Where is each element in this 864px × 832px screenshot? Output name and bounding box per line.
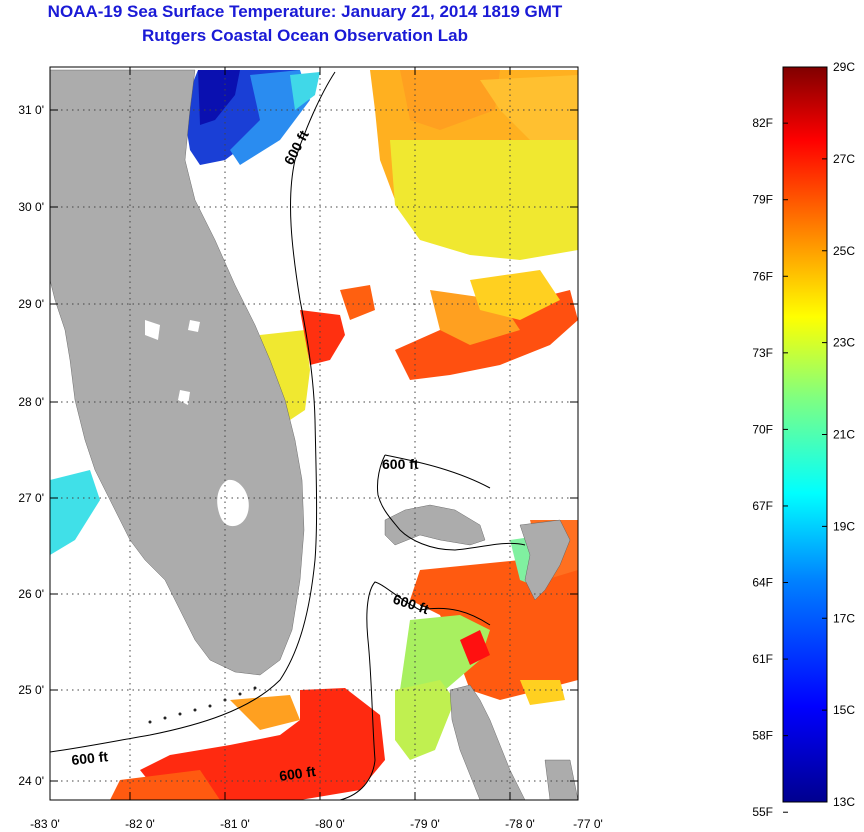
latitude-labels: 31 0' 30 0' 29 0' 28 0' 27 0' 26 0' 25 0' 24 0' — [18, 103, 44, 788]
land — [50, 69, 578, 800]
colorbar-celsius-label: 19C — [833, 519, 855, 533]
contour-label-2: 600 ft — [382, 456, 419, 472]
lon-tick-label: -83 0' — [30, 817, 60, 831]
colorbar-celsius-label: 23C — [833, 336, 855, 350]
contour-label-4: 600 ft — [71, 748, 109, 768]
lat-tick-label: 28 0' — [18, 395, 44, 409]
colorbar-fahrenheit-label: 76F — [752, 269, 773, 283]
colorbar-celsius-label: 27C — [833, 152, 855, 166]
lat-tick-label: 30 0' — [18, 200, 44, 214]
colorbar-fahrenheit-label: 67F — [752, 499, 773, 513]
isobath-contours — [50, 71, 526, 800]
colorbar — [782, 66, 828, 803]
lat-tick-label: 29 0' — [18, 297, 44, 311]
colorbar-fahrenheit-label: 61F — [752, 652, 773, 666]
colorbar-celsius-label: 17C — [833, 611, 855, 625]
axis-ticks — [50, 67, 579, 800]
colorbar-celsius-labels: 29C 27C 25C 23C 21C 19C 17C 15C 13C — [833, 60, 855, 809]
inland-water — [145, 320, 249, 527]
lat-tick-label: 26 0' — [18, 587, 44, 601]
graticule — [50, 67, 578, 800]
lon-tick-label: -78 0' — [505, 817, 535, 831]
colorbar-fahrenheit-label: 55F — [752, 805, 773, 819]
lat-tick-label: 25 0' — [18, 683, 44, 697]
florida-keys — [148, 686, 257, 724]
colorbar-celsius-label: 29C — [833, 60, 855, 74]
colorbar-ticks — [783, 66, 827, 813]
colorbar-celsius-label: 13C — [833, 795, 855, 809]
lon-tick-label: -80 0' — [315, 817, 345, 831]
lon-tick-label: -77 0' — [573, 817, 603, 831]
colorbar-fahrenheit-label: 58F — [752, 729, 773, 743]
lat-tick-label: 31 0' — [18, 103, 44, 117]
lon-tick-label: -79 0' — [410, 817, 440, 831]
sst-patches — [50, 70, 578, 800]
map-frame — [49, 66, 579, 801]
colorbar-fahrenheit-label: 73F — [752, 346, 773, 360]
colorbar-celsius-label: 21C — [833, 428, 855, 442]
colorbar-fahrenheit-label: 79F — [752, 193, 773, 207]
map-subtitle: Rutgers Coastal Ocean Observation Lab — [142, 26, 468, 45]
colorbar-fahrenheit-label: 82F — [752, 116, 773, 130]
colorbar-fahrenheit-labels: 82F 79F 76F 73F 70F 67F 64F 61F 58F 55F — [752, 116, 773, 819]
colorbar-fahrenheit-label: 64F — [752, 576, 773, 590]
lon-tick-label: -81 0' — [220, 817, 250, 831]
longitude-labels: -83 0' -82 0' -81 0' -80 0' -79 0' -78 0' -77 … — [30, 817, 603, 831]
lat-tick-label: 24 0' — [18, 774, 44, 788]
map-title: NOAA-19 Sea Surface Temperature: January… — [47, 2, 563, 21]
lon-tick-label: -82 0' — [125, 817, 155, 831]
colorbar-fahrenheit-label: 70F — [752, 422, 773, 436]
colorbar-celsius-label: 25C — [833, 244, 855, 258]
lat-tick-label: 27 0' — [18, 491, 44, 505]
colorbar-celsius-label: 15C — [833, 703, 855, 717]
contour-label-5: 600 ft — [278, 763, 317, 784]
